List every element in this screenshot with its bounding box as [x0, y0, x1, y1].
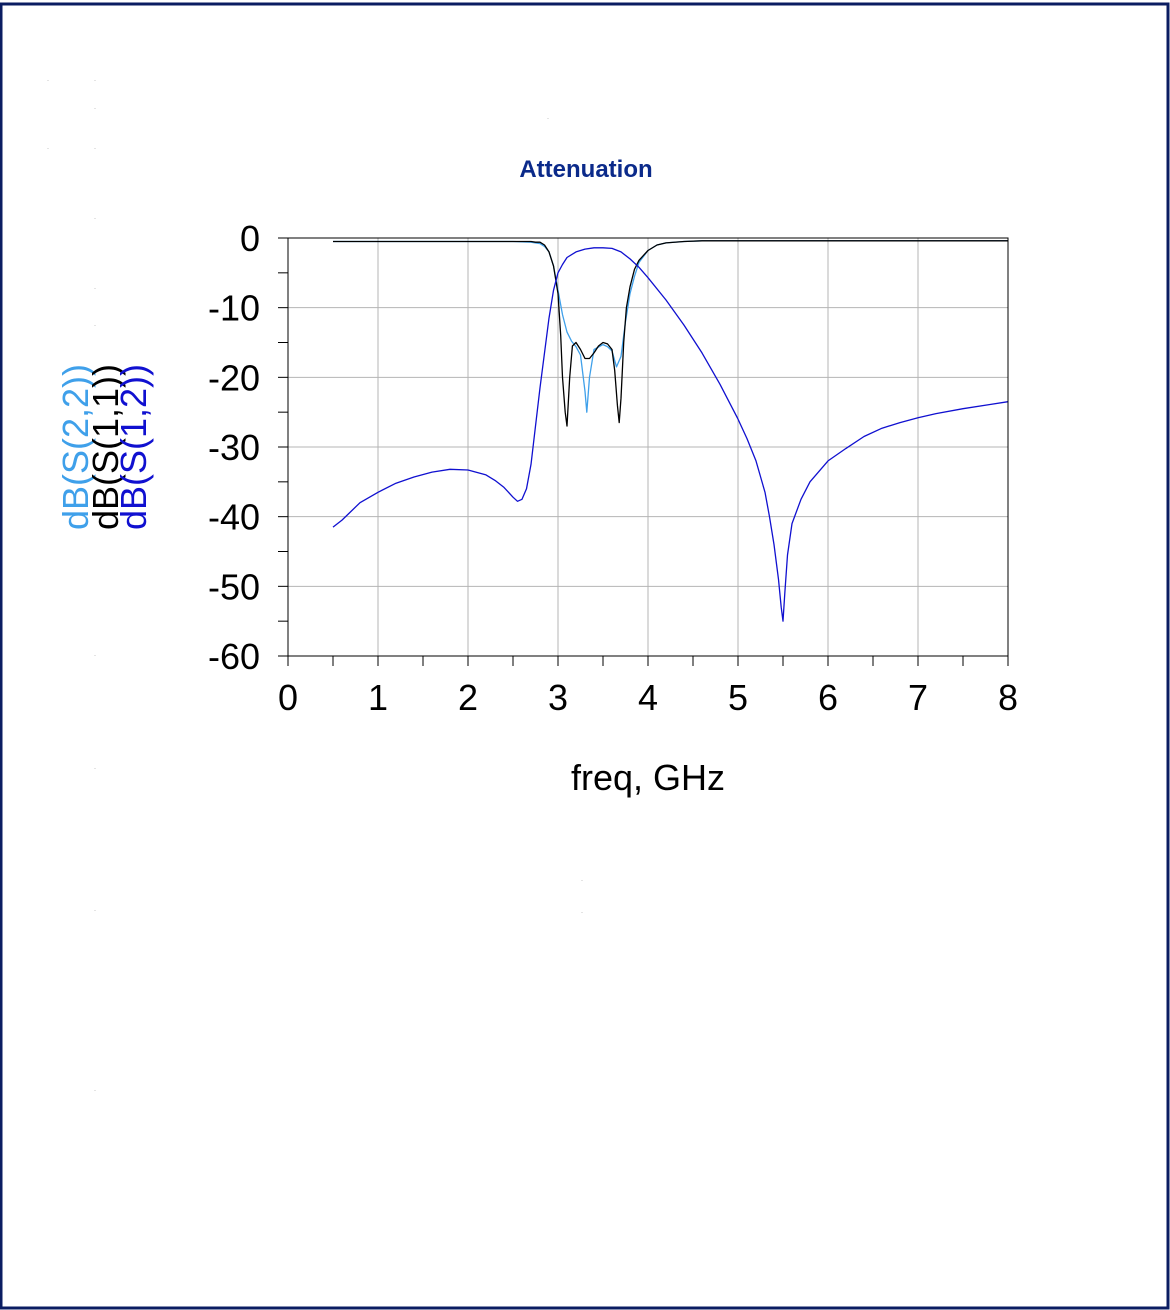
axis-ticks: [278, 237, 1009, 666]
chart-title: Attenuation: [519, 156, 652, 183]
x-tick-label: 5: [728, 677, 748, 718]
y-tick-label: -60: [208, 636, 260, 677]
x-tick-label: 2: [458, 677, 478, 718]
legend-label-db-s-1-1: dB(S(1,1)): [85, 364, 126, 530]
axis-tick-labels: 0 1 2 3 4 5 6 7 8 0 -10 -20 -30 -40 -50 -60: [208, 218, 1018, 718]
guide-marks: [47, 80, 583, 1091]
y-tick-label: -50: [208, 566, 260, 607]
y-tick-label: -10: [208, 288, 260, 329]
y-tick-label: -30: [208, 427, 260, 468]
x-axis-label: freq, GHz: [571, 757, 725, 798]
x-tick-label: 3: [548, 677, 568, 718]
x-tick-label: 8: [998, 677, 1018, 718]
x-tick-label: 0: [278, 677, 298, 718]
plot-frame: [287, 237, 1009, 657]
series-line-db-s-1-2: [332, 247, 1009, 622]
x-tick-label: 1: [368, 677, 388, 718]
series-line-db-s-2-2: [333, 240, 1008, 413]
x-tick-label: 6: [818, 677, 838, 718]
series-lines: [332, 240, 1009, 622]
y-tick-label: 0: [240, 218, 260, 259]
series-line-db-s-1-1: [333, 240, 1008, 427]
plot-grid: [287, 237, 1009, 657]
y-tick-label: -40: [208, 497, 260, 538]
x-tick-label: 4: [638, 677, 658, 718]
legend-label-db-s-1-2: dB(S(1,2)): [113, 364, 154, 530]
legend-label-db-s-2-2: dB(S(2,2)): [55, 364, 96, 530]
y-tick-label: -20: [208, 357, 260, 398]
x-tick-label: 7: [908, 677, 928, 718]
legend: dB(S(2,2))dB(S(1,1))dB(S(1,2)): [55, 364, 154, 530]
